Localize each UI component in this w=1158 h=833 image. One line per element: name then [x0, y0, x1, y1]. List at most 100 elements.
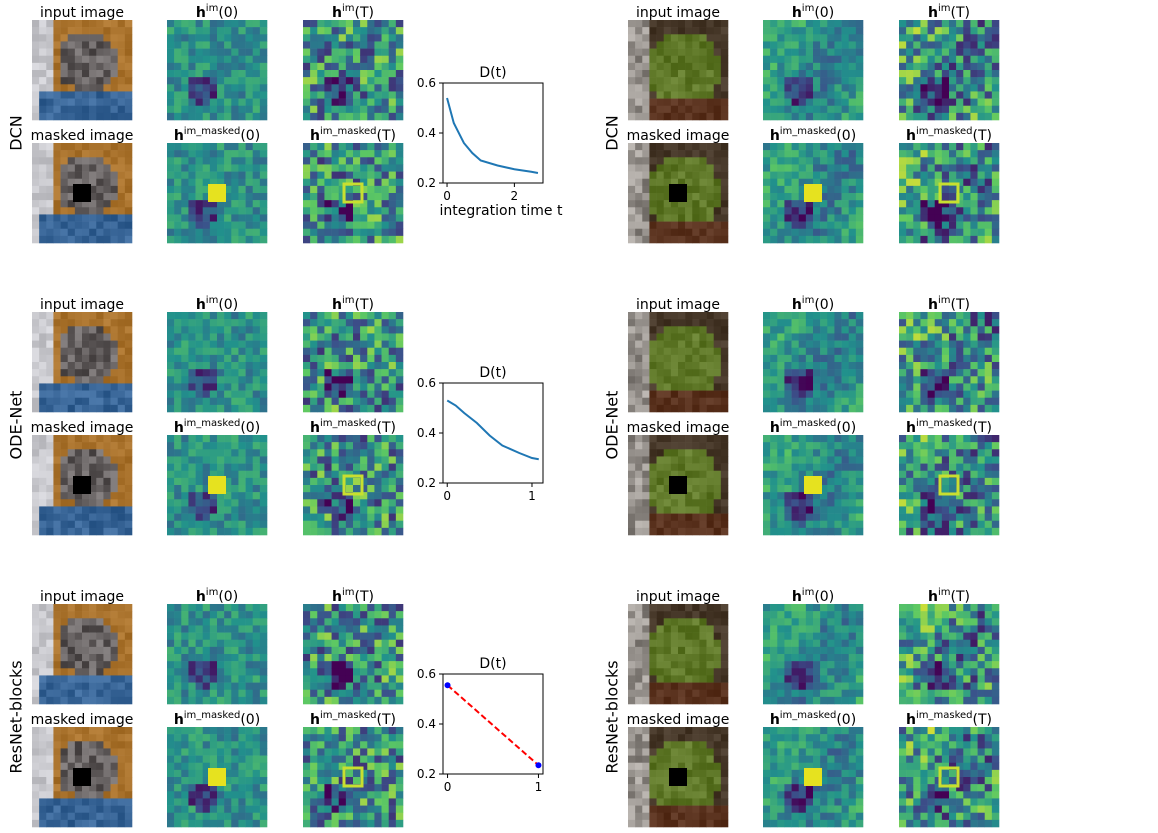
image-pixel — [942, 77, 949, 84]
image-pixel — [317, 348, 324, 355]
image-pixel — [374, 56, 381, 63]
image-pixel — [181, 506, 188, 513]
image-pixel — [799, 143, 806, 150]
image-pixel — [53, 41, 60, 48]
image-pixel — [75, 91, 82, 98]
image-pixel — [46, 77, 53, 84]
image-pixel — [635, 99, 642, 106]
image-pixel — [721, 442, 728, 449]
image-pixel — [303, 319, 310, 326]
image-pixel — [699, 143, 706, 150]
image-pixel — [246, 435, 253, 442]
image-pixel — [374, 464, 381, 471]
image-pixel — [332, 41, 339, 48]
image-pixel — [992, 435, 999, 442]
image-pixel — [763, 229, 770, 236]
image-pixel — [784, 514, 791, 521]
image-pixel — [671, 376, 678, 383]
image-pixel — [374, 376, 381, 383]
image-pixel — [799, 312, 806, 319]
image-pixel — [827, 333, 834, 340]
image-pixel — [942, 193, 949, 200]
image-pixel — [89, 683, 96, 690]
image-pixel — [707, 207, 714, 214]
image-pixel — [942, 362, 949, 369]
image-pixel — [253, 326, 260, 333]
image-pixel — [260, 478, 267, 485]
image-pixel — [628, 157, 635, 164]
image-pixel — [856, 164, 863, 171]
image-pixel — [649, 348, 656, 355]
image-pixel — [382, 398, 389, 405]
image-pixel — [196, 333, 203, 340]
image-pixel — [203, 348, 210, 355]
image-pixel — [181, 229, 188, 236]
image-pixel — [260, 179, 267, 186]
image-pixel — [53, 222, 60, 229]
image-pixel — [181, 391, 188, 398]
image-pixel — [389, 319, 396, 326]
image-pixel — [111, 41, 118, 48]
image-pixel — [39, 172, 46, 179]
image-pixel — [949, 236, 956, 243]
image-pixel — [374, 63, 381, 70]
image-pixel — [820, 77, 827, 84]
image-pixel — [39, 143, 46, 150]
image-pixel — [339, 319, 346, 326]
image-pixel — [167, 200, 174, 207]
image-pixel — [246, 376, 253, 383]
image-pixel — [849, 456, 856, 463]
image-pixel — [89, 690, 96, 697]
image-pixel — [96, 56, 103, 63]
image-pixel — [111, 229, 118, 236]
image-pixel — [834, 398, 841, 405]
image-pixel — [167, 20, 174, 27]
image-pixel — [906, 471, 913, 478]
image-pixel — [970, 222, 977, 229]
image-pixel — [827, 499, 834, 506]
image-pixel — [678, 207, 685, 214]
image-pixel — [310, 143, 317, 150]
image-pixel — [96, 207, 103, 214]
image-pixel — [678, 398, 685, 405]
image-pixel — [181, 193, 188, 200]
image-pixel — [46, 172, 53, 179]
image-pixel — [32, 113, 39, 120]
image-pixel — [210, 236, 217, 243]
image-pixel — [642, 376, 649, 383]
image-pixel — [174, 99, 181, 106]
image-pixel — [32, 326, 39, 333]
image-pixel — [253, 236, 260, 243]
image-pixel — [849, 528, 856, 535]
image-pixel — [777, 84, 784, 91]
image-pixel — [196, 214, 203, 221]
image-pixel — [820, 499, 827, 506]
image-pixel — [849, 207, 856, 214]
image-pixel — [642, 41, 649, 48]
image-pixel — [985, 236, 992, 243]
image-pixel — [310, 376, 317, 383]
image-pixel — [167, 84, 174, 91]
image-pixel — [942, 27, 949, 34]
image-pixel — [353, 369, 360, 376]
image-pixel — [942, 56, 949, 63]
image-pixel — [167, 506, 174, 513]
image-pixel — [367, 362, 374, 369]
image-pixel — [649, 222, 656, 229]
image-pixel — [68, 229, 75, 236]
image-pixel — [956, 143, 963, 150]
image-pixel — [346, 521, 353, 528]
image-pixel — [75, 604, 82, 611]
image-pixel — [849, 63, 856, 70]
image-pixel — [827, 27, 834, 34]
image-pixel — [324, 449, 331, 456]
image-pixel — [707, 485, 714, 492]
image-pixel — [849, 485, 856, 492]
image-pixel — [231, 362, 238, 369]
image-pixel — [310, 77, 317, 84]
image-pixel — [203, 362, 210, 369]
image-pixel — [360, 150, 367, 157]
image-pixel — [181, 383, 188, 390]
image-pixel — [89, 618, 96, 625]
image-pixel — [203, 214, 210, 221]
